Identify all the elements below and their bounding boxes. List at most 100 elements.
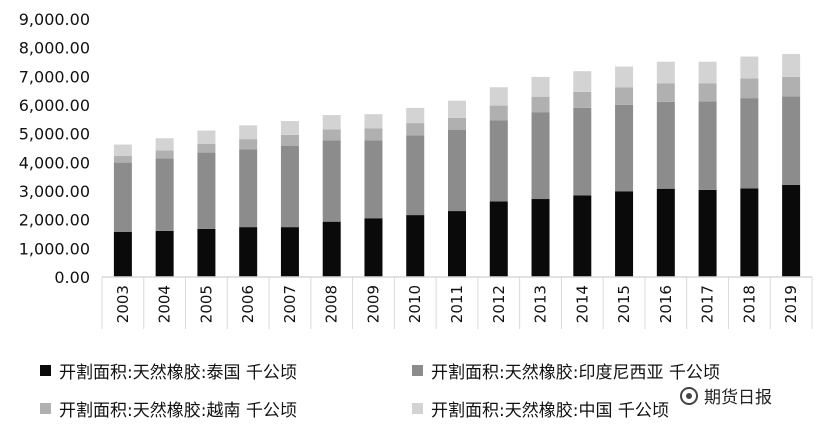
- bar-segment-indonesia-2013: [531, 112, 550, 200]
- watermark-text: 期货日报: [704, 388, 772, 408]
- x-tick-label: 2016: [657, 285, 675, 323]
- bar-segment-vietnam-2013: [531, 96, 550, 113]
- legend-item-china: 开割面积:天然橡胶:中国 千公顷: [412, 396, 669, 421]
- bar-segment-indonesia-2011: [448, 129, 466, 212]
- bar-segment-thailand-2013: [531, 199, 550, 277]
- x-tick-label: 2004: [156, 285, 174, 323]
- bar-segment-indonesia-2008: [322, 140, 341, 222]
- bar-segment-china-2017: [698, 61, 717, 84]
- legend-swatch-indonesia: [412, 365, 423, 376]
- bar-segment-vietnam-2006: [239, 139, 258, 150]
- watermark: 期货日报: [680, 383, 772, 408]
- legend-item-vietnam: 开割面积:天然橡胶:越南 千公顷: [40, 396, 297, 421]
- bar-segment-indonesia-2003: [113, 162, 132, 232]
- bar-segment-vietnam-2015: [615, 87, 634, 105]
- bar-segment-vietnam-2016: [656, 83, 675, 102]
- legend: 开割面积:天然橡胶:泰国 千公顷 开割面积:天然橡胶:印度尼西亚 千公顷 开割面…: [40, 350, 820, 428]
- x-tick-label: 2009: [364, 285, 382, 323]
- bar-segment-indonesia-2010: [406, 135, 425, 216]
- legend-label-thailand: 开割面积:天然橡胶:泰国 千公顷: [59, 363, 297, 383]
- bar-segment-thailand-2018: [740, 188, 759, 277]
- bar-segment-thailand-2008: [322, 221, 341, 277]
- x-tick-label: 2005: [197, 285, 215, 323]
- bar-segment-thailand-2012: [489, 201, 508, 277]
- x-tick-label: 2006: [239, 285, 257, 323]
- bar-segment-vietnam-2019: [782, 76, 801, 97]
- bar-segment-china-2003: [113, 144, 132, 157]
- y-tick-label: 0.00: [54, 268, 90, 287]
- bar-segment-vietnam-2009: [364, 128, 383, 141]
- bar-segment-thailand-2006: [239, 227, 258, 277]
- bar-segment-thailand-2016: [656, 188, 675, 277]
- x-tick-label: 2010: [406, 285, 424, 323]
- x-tick-label: 2014: [573, 285, 591, 323]
- x-tick-label: 2019: [782, 285, 800, 323]
- bar-segment-china-2019: [782, 53, 801, 77]
- bar-segment-china-2014: [573, 71, 592, 92]
- legend-label-china: 开割面积:天然橡胶:中国 千公顷: [431, 401, 669, 421]
- y-tick-label: 2,000.00: [19, 211, 90, 230]
- bar-segment-china-2016: [656, 61, 675, 84]
- bar-segment-vietnam-2008: [322, 129, 341, 141]
- y-tick-label: 8,000.00: [19, 39, 90, 58]
- x-axis: 2003 2004 2005 2006 2007 2008 2009 2010 2011 2012…: [101, 277, 813, 329]
- bar-segment-thailand-2003: [113, 231, 132, 277]
- bar-segment-indonesia-2016: [656, 101, 675, 189]
- y-tick-label: 5,000.00: [19, 125, 90, 144]
- bar-segment-vietnam-2004: [155, 150, 174, 159]
- bar-segment-china-2004: [155, 138, 174, 151]
- bar-segment-china-2008: [322, 115, 341, 130]
- bar-segment-vietnam-2014: [573, 91, 592, 108]
- legend-label-indonesia: 开割面积:天然橡胶:印度尼西亚 千公顷: [431, 363, 720, 383]
- x-tick-label: 2008: [323, 285, 341, 323]
- bar-segment-indonesia-2015: [615, 104, 634, 192]
- x-tick-label: 2017: [699, 285, 717, 323]
- bar-segment-indonesia-2009: [364, 140, 383, 219]
- bar-segment-indonesia-2005: [197, 152, 216, 229]
- x-tick-label: 2003: [114, 285, 132, 323]
- y-tick-label: 6,000.00: [19, 96, 90, 115]
- x-tick-label: 2018: [740, 285, 758, 323]
- legend-label-vietnam: 开割面积:天然橡胶:越南 千公顷: [59, 401, 297, 421]
- legend-swatch-vietnam: [40, 403, 51, 414]
- x-tick-label: 2013: [532, 285, 550, 323]
- bar-segment-indonesia-2006: [239, 149, 258, 228]
- bar-segment-indonesia-2007: [280, 145, 299, 228]
- x-tick-label: 2007: [281, 285, 299, 323]
- bar-segment-china-2012: [489, 87, 508, 106]
- legend-swatch-china: [412, 403, 423, 414]
- legend-item-thailand: 开割面积:天然橡胶:泰国 千公顷: [40, 358, 297, 383]
- bar-segment-thailand-2011: [448, 211, 466, 277]
- bar-segment-indonesia-2012: [489, 120, 508, 202]
- y-axis: 0.00 1,000.00 2,000.00 3,000.00 4,000.00 5,00…: [19, 10, 90, 287]
- bar-segment-indonesia-2017: [698, 101, 717, 190]
- bar-segment-china-2007: [280, 121, 299, 135]
- bar-segment-thailand-2007: [280, 227, 299, 277]
- bar-segment-thailand-2009: [364, 218, 383, 277]
- bar-segment-indonesia-2014: [573, 107, 592, 196]
- bar-segment-china-2010: [406, 107, 425, 124]
- bar-segment-china-2006: [239, 125, 258, 140]
- wechat-icon: [680, 386, 698, 405]
- bar-segment-china-2018: [740, 56, 759, 79]
- bar-segment-vietnam-2003: [113, 156, 132, 163]
- y-tick-label: 1,000.00: [19, 239, 90, 258]
- bar-segment-china-2009: [364, 114, 383, 129]
- bar-segment-indonesia-2004: [155, 158, 174, 231]
- y-tick-label: 9,000.00: [19, 10, 90, 29]
- bars: [113, 53, 801, 277]
- bar-segment-vietnam-2018: [740, 78, 759, 99]
- y-tick-label: 4,000.00: [19, 153, 90, 172]
- bar-segment-vietnam-2010: [406, 123, 425, 136]
- bar-segment-vietnam-2005: [197, 143, 216, 153]
- bar-segment-vietnam-2012: [489, 105, 508, 121]
- bar-segment-china-2011: [448, 100, 466, 118]
- y-tick-label: 7,000.00: [19, 67, 90, 86]
- x-tick-label: 2011: [448, 285, 466, 323]
- bar-segment-china-2005: [197, 130, 216, 144]
- bar-segment-vietnam-2011: [448, 117, 466, 130]
- bar-segment-thailand-2010: [406, 215, 425, 277]
- legend-item-indonesia: 开割面积:天然橡胶:印度尼西亚 千公顷: [412, 358, 720, 383]
- bar-segment-vietnam-2017: [698, 83, 717, 102]
